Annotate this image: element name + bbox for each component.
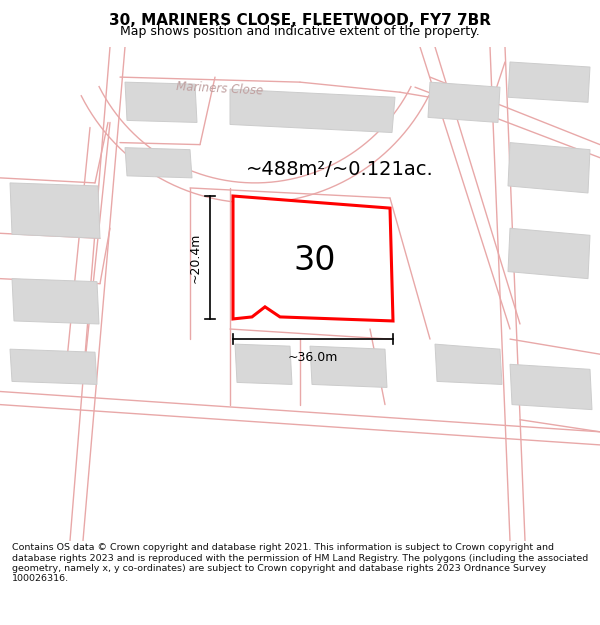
- Polygon shape: [233, 196, 393, 321]
- Polygon shape: [428, 82, 500, 122]
- Polygon shape: [435, 344, 502, 384]
- Polygon shape: [10, 183, 100, 238]
- Polygon shape: [235, 344, 292, 384]
- Polygon shape: [508, 142, 590, 193]
- Text: 30, MARINERS CLOSE, FLEETWOOD, FY7 7BR: 30, MARINERS CLOSE, FLEETWOOD, FY7 7BR: [109, 13, 491, 28]
- Polygon shape: [508, 228, 590, 279]
- Text: 30: 30: [294, 244, 336, 277]
- Text: Mariners Close: Mariners Close: [176, 81, 264, 98]
- Polygon shape: [12, 279, 99, 324]
- Polygon shape: [310, 346, 387, 388]
- Polygon shape: [510, 364, 592, 409]
- Text: ~36.0m: ~36.0m: [288, 351, 338, 364]
- Text: Map shows position and indicative extent of the property.: Map shows position and indicative extent…: [120, 26, 480, 39]
- Text: ~488m²/~0.121ac.: ~488m²/~0.121ac.: [246, 160, 434, 179]
- Polygon shape: [10, 349, 97, 384]
- Polygon shape: [240, 203, 355, 261]
- Polygon shape: [125, 148, 192, 178]
- Text: ~20.4m: ~20.4m: [189, 232, 202, 282]
- Polygon shape: [230, 89, 395, 132]
- Polygon shape: [508, 62, 590, 102]
- Polygon shape: [125, 82, 197, 122]
- Text: Contains OS data © Crown copyright and database right 2021. This information is : Contains OS data © Crown copyright and d…: [12, 543, 588, 583]
